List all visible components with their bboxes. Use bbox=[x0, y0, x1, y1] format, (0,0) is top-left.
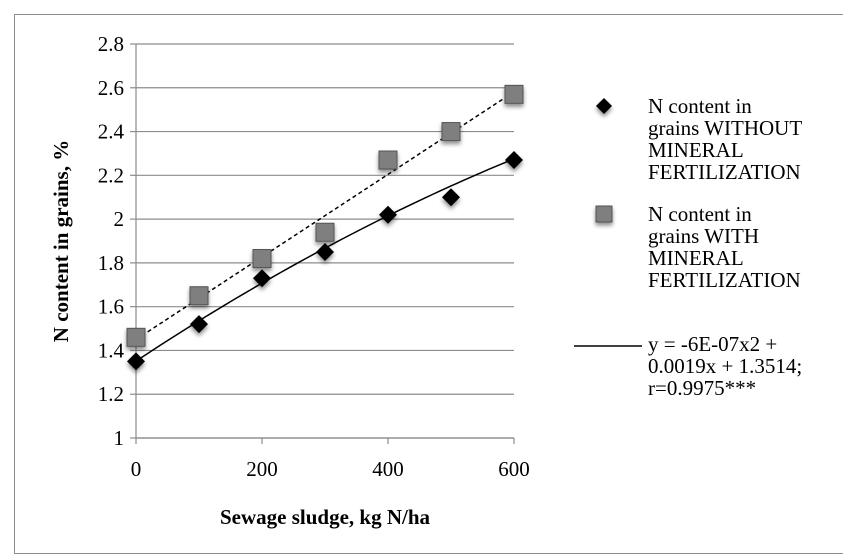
y-tick-label: 1.4 bbox=[98, 338, 125, 362]
legend-label: MINERAL bbox=[648, 246, 744, 270]
y-tick-label: 1.6 bbox=[98, 295, 124, 319]
point-without-mineral bbox=[316, 242, 334, 261]
legend-label: y = -6E-07x2 + bbox=[648, 332, 777, 356]
axes bbox=[130, 43, 515, 444]
point-without-mineral bbox=[190, 315, 208, 334]
legend-label: N content in bbox=[648, 202, 752, 226]
x-tick-label: 200 bbox=[246, 457, 278, 481]
legend-entry: y = -6E-07x2 +0.0019x + 1.3514;r=0.9975*… bbox=[574, 332, 802, 400]
y-tick-label: 2.6 bbox=[98, 76, 124, 100]
tick-labels: 1 1.2 1.4 1.6 1.8 2 2.2 2.4 2.6 2.8 0 200 400 600 bbox=[98, 32, 530, 481]
legend-label: 0.0019x + 1.3514; bbox=[648, 354, 802, 378]
y-tick-label: 2.8 bbox=[98, 32, 124, 56]
point-with-mineral bbox=[441, 122, 461, 142]
chart-area bbox=[14, 14, 843, 554]
point-without-mineral bbox=[379, 205, 397, 224]
legend-label: N content in bbox=[648, 94, 752, 118]
legend-label: grains WITH bbox=[648, 224, 759, 248]
legend-label: FERTILIZATION bbox=[648, 268, 801, 292]
y-tick-label: 1.8 bbox=[98, 251, 124, 275]
point-without-mineral bbox=[442, 188, 460, 207]
point-with-mineral bbox=[189, 286, 209, 306]
point-without-mineral bbox=[127, 352, 145, 371]
linear-trendline bbox=[135, 91, 515, 341]
y-tick-label: 1 bbox=[114, 426, 125, 450]
x-tick-label: 0 bbox=[131, 457, 142, 481]
y-tick-label: 2 bbox=[114, 207, 125, 231]
point-with-mineral bbox=[252, 249, 272, 269]
legend-diamond-icon bbox=[596, 98, 612, 114]
x-tick-label: 400 bbox=[372, 457, 404, 481]
x-axis-title: Sewage sludge, kg N/ha bbox=[220, 505, 431, 529]
y-axis-title: N content in grains, % bbox=[49, 140, 73, 342]
point-without-mineral bbox=[505, 151, 523, 170]
y-tick-label: 1.2 bbox=[98, 382, 124, 406]
point-with-mineral bbox=[504, 84, 524, 104]
legend-label: r=0.9975*** bbox=[648, 376, 756, 400]
y-tick-label: 2.2 bbox=[98, 163, 124, 187]
legend-square-icon bbox=[595, 205, 613, 223]
legend-label: MINERAL bbox=[648, 138, 744, 162]
y-tick-label: 2.4 bbox=[98, 120, 125, 144]
point-without-mineral bbox=[253, 269, 271, 288]
legend-label: grains WITHOUT bbox=[648, 116, 802, 140]
legend-label: FERTILIZATION bbox=[648, 160, 801, 184]
data-points bbox=[126, 84, 524, 371]
point-with-mineral bbox=[126, 327, 146, 347]
x-tick-label: 600 bbox=[498, 457, 530, 481]
point-with-mineral bbox=[315, 222, 335, 242]
point-with-mineral bbox=[378, 150, 398, 170]
